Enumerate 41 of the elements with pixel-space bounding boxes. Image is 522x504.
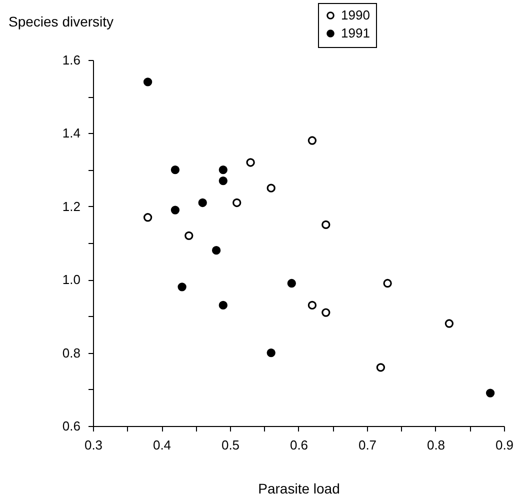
y-tick-label: 1.0 [62,272,80,288]
point [322,308,330,317]
point [486,388,495,398]
y-tick-label: 0.8 [62,345,80,360]
x-tick-label: 0.7 [358,438,377,452]
y-tick-label: 1.6 [62,52,80,68]
point [218,176,228,186]
point [178,282,186,292]
point [246,158,255,167]
point [444,319,454,328]
point [376,363,386,372]
legend-label: 1990 [341,8,370,22]
point [143,213,152,222]
point [308,300,317,310]
x-tick-label: 0.9 [495,438,514,452]
y-axis-title: Species diversity [8,14,114,30]
y-tick-label: 1.2 [62,198,80,214]
point [383,278,392,288]
point [322,220,330,230]
point [170,206,180,214]
y-tick-label: 1.4 [62,126,80,141]
x-tick-label: 0.3 [84,438,103,452]
x-tick-label: 0.4 [152,438,172,452]
point [143,78,152,86]
point [308,136,317,145]
point [232,198,242,208]
x-tick-label: 0.5 [221,438,240,452]
x-axis-title: Parasite load [258,480,340,496]
point [170,165,180,174]
point [218,300,228,310]
point [287,278,296,288]
point [266,184,276,192]
y-tick-label: 0.6 [62,418,80,434]
point [218,165,228,174]
x-tick-label: 0.6 [290,438,308,452]
x-tick-label: 0.8 [426,438,446,452]
point [198,198,207,208]
point [212,246,221,255]
legend-label: 1991 [341,26,370,40]
point [184,231,194,240]
point [266,348,276,358]
